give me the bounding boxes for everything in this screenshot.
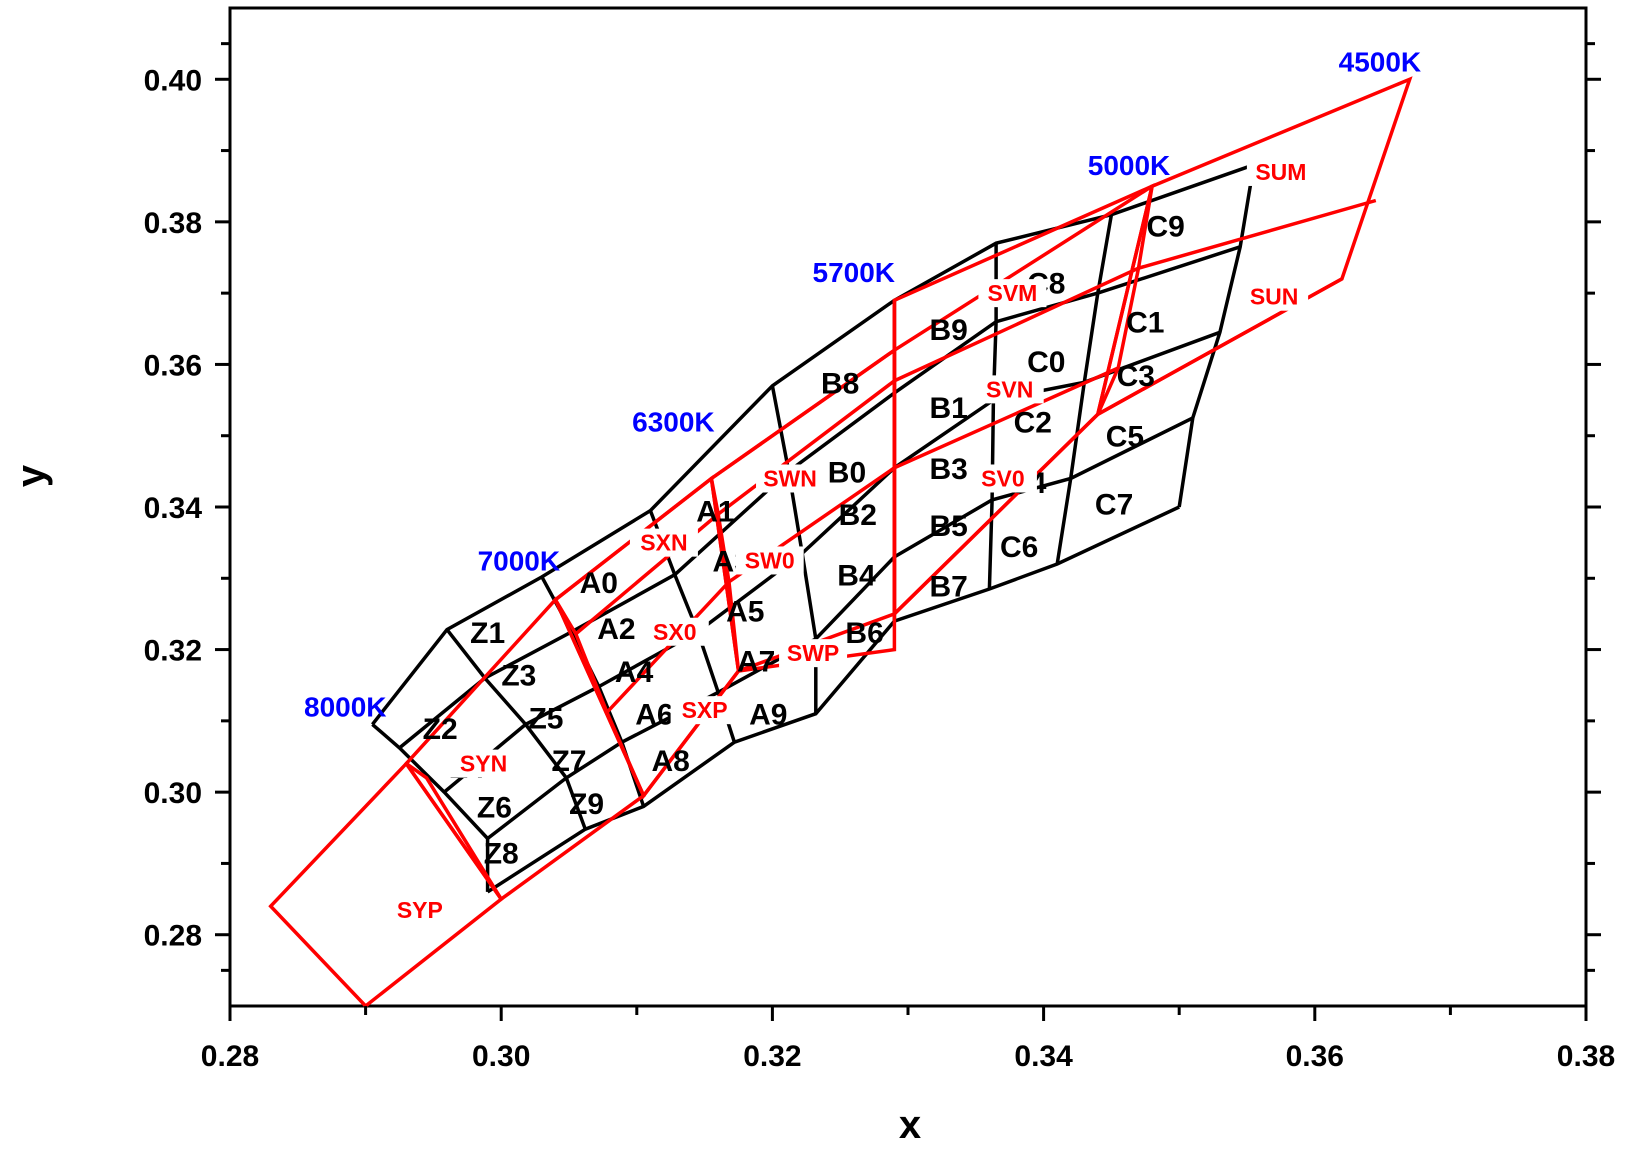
- bin-label-z6: Z6: [477, 791, 512, 824]
- bin-label-c9: C9: [1146, 210, 1184, 243]
- region-label-sum: SUM: [1255, 159, 1306, 185]
- bin-label-z8: Z8: [484, 838, 519, 871]
- y-tick-label: 0.30: [144, 777, 202, 810]
- y-tick-label: 0.32: [144, 635, 202, 668]
- bin-label-a6: A6: [635, 699, 673, 732]
- bin-row-line-0: [371, 163, 1255, 726]
- y-tick-label: 0.40: [144, 64, 202, 97]
- bin-label-a0: A0: [580, 567, 618, 600]
- region-label-syn: SYN: [460, 751, 507, 777]
- x-tick-label: 0.34: [1014, 1040, 1073, 1073]
- region-outline-0: [268, 760, 504, 1009]
- bin-row-line-4: [486, 505, 1180, 894]
- bin-label-c0: C0: [1027, 346, 1065, 379]
- bin-label-a7: A7: [737, 645, 775, 678]
- bin-label-b3: B3: [930, 453, 968, 486]
- bin-label-z2: Z2: [423, 713, 458, 746]
- region-divider-7: [605, 366, 1119, 714]
- region-label-bg-sxn: [629, 528, 698, 557]
- axis-ticks: 0.28 0.30 0.32 0.34 0.36 0.38 0.28 0.30 0.32 0.34…: [144, 42, 1615, 1073]
- region-label-bg-swp: [779, 639, 848, 668]
- region-label-bg-svn: [975, 375, 1044, 404]
- region-label-bg-sw0: [735, 546, 804, 575]
- bin-label-b6: B6: [845, 617, 883, 650]
- region-divider-0: [405, 762, 503, 901]
- bin-label-c6: C6: [1000, 531, 1038, 564]
- bin-label-c2: C2: [1014, 406, 1052, 439]
- y-tick-label: 0.38: [144, 207, 202, 240]
- bin-label-a2: A2: [597, 613, 635, 646]
- region-label-swn: SWN: [763, 465, 817, 491]
- region-label-bg-sx0: [640, 617, 709, 646]
- region-label-sw0: SW0: [745, 547, 795, 573]
- y-tick-label: 0.36: [144, 349, 202, 382]
- bin-label-a5: A5: [726, 595, 764, 628]
- cct-label-8000k: 8000K: [304, 692, 387, 723]
- y-axis-title: y: [9, 464, 53, 487]
- bin-label-b5: B5: [930, 510, 968, 543]
- region-label-sx0: SX0: [653, 619, 696, 645]
- x-tick-label: 0.28: [201, 1040, 259, 1073]
- bin-label-c5: C5: [1106, 421, 1144, 454]
- bin-label-c3: C3: [1117, 360, 1155, 393]
- region-label-swp: SWP: [787, 640, 839, 666]
- x-tick-label: 0.38: [1557, 1040, 1615, 1073]
- region-label-bg-sum: [1246, 157, 1315, 186]
- region-label-bg-sxp: [670, 696, 739, 725]
- region-divider-2: [709, 478, 741, 672]
- region-label-svn: SVN: [986, 376, 1033, 402]
- x-tick-label: 0.32: [743, 1040, 801, 1073]
- bin-label-z1: Z1: [470, 617, 505, 650]
- y-tick-label: 0.28: [144, 920, 202, 953]
- bin-label-a1: A1: [696, 496, 734, 529]
- region-label-bg-svm: [978, 279, 1047, 308]
- bin-label-a4: A4: [615, 656, 654, 689]
- label-layer: Z2Z4Z6Z8Z1Z3Z5Z7Z9A0A2A4A6A8A1A3A5A7A9B8…: [304, 46, 1422, 924]
- region-label-bg-swn: [756, 464, 825, 493]
- x-tick-label: 0.36: [1286, 1040, 1344, 1073]
- bin-label-c1: C1: [1126, 307, 1164, 340]
- bin-label-b9: B9: [930, 314, 968, 347]
- region-label-syp: SYP: [397, 897, 443, 923]
- x-tick-label: 0.30: [472, 1040, 530, 1073]
- region-grid: [268, 76, 1413, 1009]
- bin-label-z7: Z7: [551, 745, 586, 778]
- region-label-bg-syn: [449, 749, 518, 778]
- y-tick-label: 0.34: [144, 492, 203, 525]
- cct-label-5700k: 5700K: [813, 257, 896, 288]
- bin-label-b7: B7: [930, 570, 968, 603]
- cct-label-7000k: 7000K: [478, 545, 561, 576]
- bin-label-z5: Z5: [528, 702, 563, 735]
- bin-row-line-3: [486, 416, 1194, 840]
- region-label-sv0: SV0: [981, 465, 1024, 491]
- region-label-sun: SUN: [1250, 284, 1299, 310]
- bin-label-z3: Z3: [501, 660, 536, 693]
- cct-label-6300k: 6300K: [632, 406, 715, 437]
- region-divider-4: [1096, 185, 1154, 416]
- x-axis-title: x: [899, 1103, 921, 1147]
- region-divider-1: [553, 598, 646, 797]
- bin-label-c7: C7: [1095, 488, 1133, 521]
- region-label-sxp: SXP: [682, 697, 728, 723]
- bin-label-b1: B1: [930, 392, 968, 425]
- cct-label-4500k: 4500K: [1339, 46, 1422, 77]
- region-label-sxn: SXN: [640, 530, 687, 556]
- region-label-bg-syp: [385, 895, 454, 924]
- bin-label-z9: Z9: [569, 788, 604, 821]
- bin-label-b8: B8: [821, 367, 859, 400]
- region-label-bg-sun: [1240, 282, 1309, 311]
- cct-label-5000k: 5000K: [1088, 150, 1171, 181]
- region-label-svm: SVM: [987, 280, 1037, 306]
- bin-label-a8: A8: [652, 745, 690, 778]
- bin-label-a9: A9: [749, 699, 787, 732]
- bin-label-b0: B0: [828, 456, 866, 489]
- bin-column-line-0: [371, 723, 490, 892]
- region-label-bg-sv0: [968, 464, 1037, 493]
- bin-label-b2: B2: [839, 499, 877, 532]
- bin-label-b4: B4: [837, 560, 876, 593]
